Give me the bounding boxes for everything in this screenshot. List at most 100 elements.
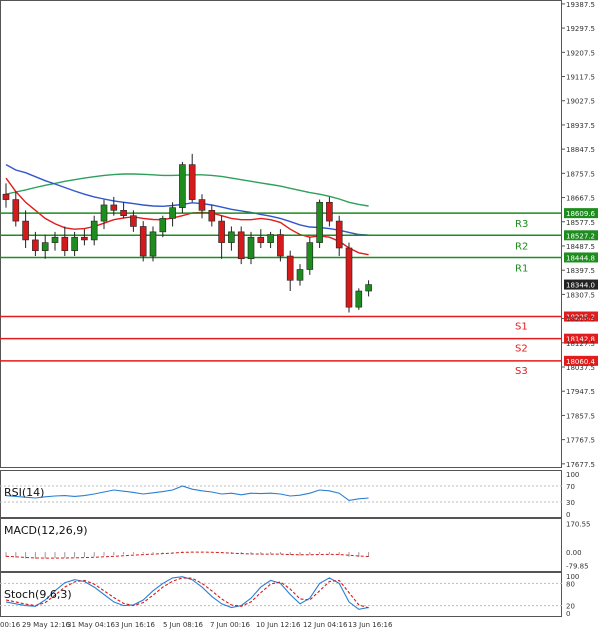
candle-body (345, 247, 353, 308)
candle-body (22, 220, 29, 241)
price-tick-label: 17947.5 (566, 388, 595, 396)
indicator-panels: 100 70 30 0 RSI(14) 170.55 0.00 -79.85 MACD(12,2… (0, 471, 591, 618)
price-tick-label: 18847.5 (566, 146, 595, 154)
price-tick-label: 18307.5 (566, 291, 595, 299)
macd-tick-label: 170.55 (566, 521, 591, 529)
level-price-tag (564, 311, 598, 322)
level-price-tag (564, 355, 598, 366)
stoch-tick-label: 100 (566, 573, 579, 581)
candle-body (218, 220, 225, 243)
candle-body (159, 218, 167, 233)
candle-body (139, 226, 147, 257)
x-tick-label: 10 Jun 12:16 (256, 621, 301, 629)
x-tick-label: 12 Jun 04:16 (303, 621, 348, 629)
candle-body (188, 164, 196, 200)
rsi-tick-label: 100 (566, 471, 579, 479)
rsi-line (5, 485, 369, 501)
candle-body (61, 236, 69, 251)
rsi-tick-label: 30 (566, 499, 575, 507)
panel-frames (0, 0, 562, 617)
x-tick-label: 31 May 04:16 (67, 621, 116, 629)
stoch-panel (0, 572, 562, 617)
candle-body (365, 284, 372, 292)
x-tick-label: 00:16 (0, 621, 21, 629)
stoch-tick-label: 20 (566, 603, 575, 611)
candle-body (149, 231, 157, 257)
candle-body (41, 242, 49, 251)
candle-body (71, 236, 78, 251)
price-tick-label: 17677.5 (566, 461, 595, 469)
x-tick-label: 7 Jun 00:16 (210, 621, 251, 629)
level-price-label: 18444.8 (566, 254, 595, 262)
candle-body (179, 164, 186, 208)
rsi-panel (0, 470, 562, 518)
stoch-tick-label: 80 (566, 580, 575, 588)
candle-body (198, 199, 206, 211)
candle-body (267, 234, 274, 243)
candle-body (277, 234, 284, 257)
price-tick-label: 17767.5 (566, 437, 595, 445)
candle-body (110, 204, 118, 211)
price-tick-label: 19027.5 (566, 98, 595, 106)
x-tick-label: 3 Jun 16:16 (115, 621, 156, 629)
candle-body (335, 220, 343, 249)
macd-title: MACD(12,26,9) (4, 524, 88, 537)
price-tick-label: 19207.5 (566, 49, 595, 57)
price-tick-label: 19387.5 (566, 1, 595, 9)
ma-fast-line (5, 177, 369, 256)
candle-body (90, 220, 98, 241)
candle-body (12, 199, 20, 222)
y-axis-labels: 19387.5 19297.5 19207.5 19117.5 19027.5 18937… (564, 1, 598, 469)
moving-averages (5, 163, 369, 256)
level-price-label: 18527.2 (566, 232, 595, 240)
price-gridlines (562, 3, 565, 465)
level-name-label: R3 (515, 219, 528, 230)
price-panel (0, 0, 562, 468)
price-tick-label: 18577.5 (566, 219, 595, 227)
candles (2, 153, 372, 313)
candle-body (306, 242, 314, 270)
rsi-title: RSI(14) (4, 486, 44, 499)
level-price-label: 18060.4 (566, 358, 595, 366)
stoch-d-line (5, 577, 369, 609)
price-tick-label: 18217.5 (566, 316, 595, 324)
x-tick-label: 5 Jun 08:16 (163, 621, 204, 629)
price-tick-label: 18487.5 (566, 243, 595, 251)
candle-body (237, 231, 245, 260)
price-tick-label: 17857.5 (566, 412, 595, 420)
candle-body (100, 204, 108, 222)
candle-body (296, 269, 304, 281)
candle-body (169, 207, 176, 219)
candle-body (2, 193, 10, 200)
level-price-label: 18609.6 (566, 210, 595, 218)
price-tick-label: 18397.5 (566, 267, 595, 275)
last-price-label: 18344.0 (566, 282, 595, 290)
level-price-tag (564, 208, 598, 219)
candle-body (208, 210, 216, 222)
ma-slow-line (5, 173, 369, 207)
stoch-tick-label: 0 (566, 610, 570, 618)
level-price-label: 18142.8 (566, 336, 595, 344)
candle-body (316, 201, 323, 243)
x-tick-label: 29 May 12:16 (22, 621, 71, 629)
price-tick-label: 18127.5 (566, 340, 595, 348)
candle-body (355, 290, 363, 308)
ma-mid-line (5, 163, 369, 236)
candle-body (120, 210, 127, 217)
rsi-tick-label: 70 (566, 483, 575, 491)
rsi-tick-label: 0 (566, 511, 570, 519)
price-tick-label: 18757.5 (566, 170, 595, 178)
candle-body (286, 255, 294, 281)
price-tick-label: 19297.5 (566, 25, 595, 33)
price-tick-label: 18667.5 (566, 195, 595, 203)
last-price-tag (564, 279, 598, 290)
x-tick-label: 13 Jun 16:16 (348, 621, 393, 629)
stoch-title: Stoch(9,6,3) (4, 588, 72, 601)
level-price-label: 18225.2 (566, 314, 595, 322)
candle-body (32, 239, 39, 251)
level-price-tag (564, 230, 598, 241)
candle-body (81, 236, 88, 241)
level-price-tag (564, 252, 598, 263)
